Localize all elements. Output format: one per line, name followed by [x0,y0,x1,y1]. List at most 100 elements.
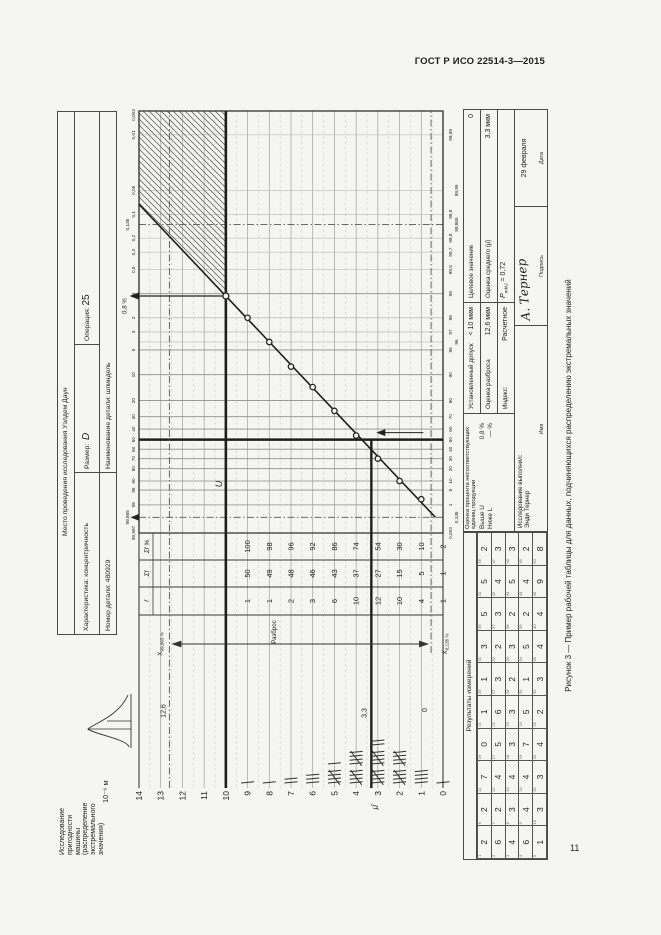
freq-f: 2 [287,599,296,603]
result-cell: 34 5 [518,630,533,663]
axis-tick-label: 2 [395,791,405,796]
tally-mark [349,773,363,776]
scale-tick-label: 0,3 [131,248,136,255]
freq-f: 12 [373,597,382,605]
scale-tick-label: 5 [131,348,136,351]
axis-tick-label: 3 [373,791,383,796]
freq-cum: 27 [373,569,382,577]
tally-mark [349,758,363,761]
extreme-value-curve-sketch-icon [87,694,132,748]
freq-cum-pct: 30 [395,542,404,550]
tally-mark [393,762,407,765]
result-cell: 31 3 [477,630,492,663]
scale-tick-label: 60 [448,426,453,432]
tally-mark [371,754,385,757]
freq-cum-pct: 86 [330,542,339,550]
scale-tick-label: 0,003 [448,527,453,539]
data-point [331,407,338,415]
quantile-high-label: X99,865 % [157,632,165,656]
result-cell: 28 2 [505,662,519,696]
result-cell: 40 4 [532,597,547,631]
result-cell: 35 4 [532,630,547,663]
result-cell: 39 2 [518,597,533,631]
scale-tick-label: 0,135 [125,218,130,230]
spread-label: Разброс [271,620,278,644]
scale-tick-label: 20 [448,466,453,472]
below-l-row: Ниже L — % [487,423,495,529]
axis-tick-label: 0 [438,791,448,796]
scale-tick-label: 10 [448,478,453,484]
tally-mark [436,781,450,784]
freq-cum-pct: 92 [308,542,317,550]
scale-tick-label: 3 [131,330,136,333]
data-point [374,455,382,462]
result-cell: 13 4 [505,760,519,794]
index-value-cell: PmkU = 0,72 [500,261,510,298]
freq-f: 3 [308,599,317,603]
result-cell: 38 2 [505,597,519,631]
result-cell: 10 3 [532,793,547,826]
document-header: ГОСТ Р ИСО 22514-3—2015 [414,56,545,67]
tally-mark [371,743,385,746]
axis-tick-label: 12 [177,791,187,801]
result-cell: 19 7 [518,728,533,761]
results-table: Результаты измерений 1 2 6 2 11 7 16 0 21 1 26 1 31 3… [463,531,548,860]
freq-cum-pct: 10 [417,542,426,550]
freq-f: 1 [265,599,274,603]
signature: А. Тернер [514,258,533,322]
freq-cum: 5 [417,571,426,575]
fitted-line [138,203,436,518]
freq-cum: 48 [287,569,296,577]
tally-mark [371,777,385,780]
result-cell: 21 1 [477,695,492,729]
tally-mark [349,762,363,765]
tally-mark [371,750,384,767]
tolerance-cell: Установленный допуск < 10 мкм [464,302,480,413]
data-point [396,477,403,485]
tally-mark [241,781,255,784]
scale-tick-label: 99,99 [448,129,453,141]
tally-mark [393,769,406,786]
freq-cum-pct: 74 [352,542,361,550]
result-cell: 14 4 [518,760,533,794]
evaluation-panel: Оценка процента несоответствующих единиц… [463,109,548,533]
scale-tick-label: 5 [448,488,453,491]
read-mean-label: 3,3 [361,708,368,718]
axis-tick-label: 1 [416,791,426,796]
freq-f: 6 [330,599,339,603]
scale-tick-label: 97 [448,329,453,335]
scale-tick-label: 98 [448,315,453,321]
scale-tick-label: 80 [448,398,453,404]
scale-tick-label: 99,9 [448,209,453,219]
result-cell: 49 2 [518,532,533,566]
axis-tick-label: 10 [221,791,231,801]
scale-tick-label: 96 [454,339,459,345]
axis-tick-label: 11 [199,791,209,800]
tally-mark [414,773,428,776]
freq-cum-pct: 96 [287,542,296,550]
scale-tick-label: 0,5 [131,266,136,273]
scale-tick-label: 99,7 [448,247,453,257]
freq-f: 4 [417,599,426,603]
scale-tick-label: 60 [131,446,136,452]
result-cell: 33 3 [505,630,519,663]
data-point [244,314,251,322]
result-cell: 30 3 [532,662,547,696]
result-cell: 26 1 [477,662,492,696]
axis-tick-label: 9 [243,791,253,796]
data-point [309,383,317,391]
scale-tick-label: 0,1 [131,211,136,218]
result-cell: 46 2 [477,532,492,566]
arrowhead-up-icon [129,292,139,300]
result-cell: 44 4 [518,565,533,598]
results-caption: Результаты измерений [464,532,477,859]
axis-tick-label: 13 [156,791,166,801]
scale-tick-label: 80 [131,466,136,472]
scale-tick-label: 99,865 [454,217,459,232]
result-cell: 18 3 [505,728,519,761]
target-cell: Целевое значение 0 [467,114,475,298]
